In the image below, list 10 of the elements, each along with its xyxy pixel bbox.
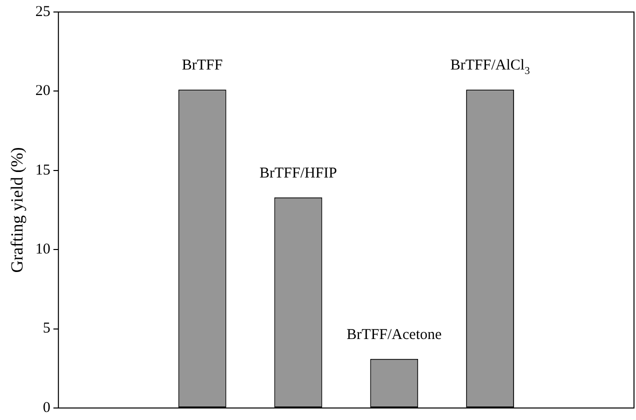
x-tick-label: BrTFF/Acetone <box>346 326 442 343</box>
y-tick-label: 25 <box>35 4 50 20</box>
y-tick-label: 5 <box>42 320 50 337</box>
y-tick-label: 0 <box>42 400 50 416</box>
y-tick-label: 20 <box>35 83 50 100</box>
y-tick-label: 15 <box>35 162 50 178</box>
y-axis-title: Grafting yield (%) <box>8 147 27 273</box>
x-tick-label: BrTFF/HFIP <box>259 165 337 182</box>
y-tick-label: 10 <box>35 242 50 258</box>
x-tick-label: BrTFF <box>182 58 223 74</box>
